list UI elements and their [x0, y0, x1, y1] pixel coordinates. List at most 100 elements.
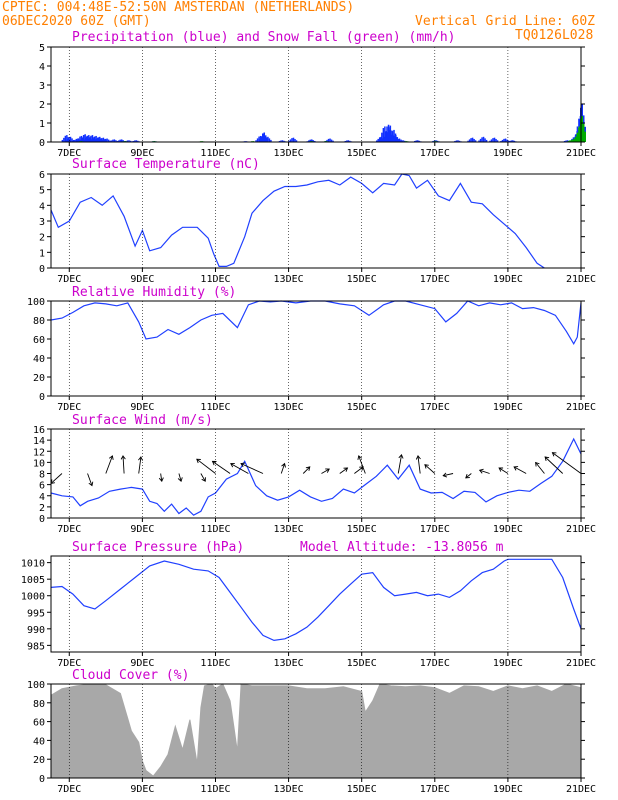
- humidity-frame: [50, 300, 582, 397]
- precip-bar: [392, 137, 394, 142]
- precip-bar: [101, 140, 104, 142]
- wind-arrow-head: [158, 477, 164, 483]
- precip-bar: [110, 140, 113, 142]
- precip-panel: Precipitation (blue) and Snow Fall (gree…: [39, 30, 596, 159]
- precip-bar: [381, 132, 383, 142]
- precip-bar: [88, 137, 91, 142]
- precip-bar: [64, 135, 67, 142]
- precip-bar: [267, 136, 269, 142]
- x-tick-label: 9DEC: [130, 274, 154, 285]
- snow-bar: [575, 137, 577, 142]
- precip-bar: [309, 139, 312, 142]
- precip-bar: [280, 140, 282, 142]
- precip-data: [61, 104, 586, 142]
- precip-bar: [417, 140, 419, 142]
- y-tick-label: 2: [39, 100, 45, 111]
- precip-bar: [104, 138, 107, 142]
- precip-bar: [388, 127, 390, 142]
- wind-arrow: [443, 473, 454, 477]
- precip-bar: [565, 140, 567, 142]
- precip-bar: [134, 140, 136, 142]
- snow-bar: [577, 134, 579, 142]
- wind-arrow: [196, 458, 216, 474]
- precip-bar: [259, 139, 261, 142]
- wind-arrow-head: [478, 468, 484, 474]
- precip-bar: [506, 139, 508, 142]
- x-tick-label: 13DEC: [274, 274, 304, 285]
- x-tick-label: 19DEC: [493, 274, 523, 285]
- x-tick-label: 13DEC: [274, 784, 304, 795]
- wind-arrow-head: [415, 455, 421, 460]
- x-tick-label: 15DEC: [347, 524, 377, 535]
- wind-arrow-head: [343, 467, 349, 472]
- x-tick-label: 9DEC: [130, 784, 154, 795]
- precip-bar: [379, 137, 382, 142]
- precip-bar: [63, 137, 65, 142]
- precip-grid: [47, 46, 585, 143]
- snow-bar: [567, 140, 570, 142]
- y-tick-label: 60: [33, 335, 45, 346]
- y-tick-label: 12: [33, 447, 45, 458]
- precip-bar: [383, 136, 385, 142]
- y-tick-label: 3: [39, 217, 45, 228]
- wind-arrow-head: [177, 477, 183, 483]
- precip-bar: [388, 138, 391, 142]
- humidity-title: Relative Humidity (%): [72, 285, 236, 300]
- wind-arrow-head: [138, 456, 144, 461]
- wind-arrow: [397, 454, 402, 474]
- wind-arrow: [465, 473, 472, 479]
- x-tick-label: 19DEC: [493, 658, 523, 669]
- precip-bar: [395, 139, 398, 142]
- precip-bar: [394, 140, 396, 142]
- y-tick-label: 20: [33, 373, 45, 384]
- temperature-panel: Surface Temperature (nC) 7DEC 9DEC 11DEC 13D…: [39, 157, 596, 285]
- humidity-data: [50, 300, 582, 346]
- precip-bar: [288, 140, 290, 142]
- x-tick-label: 15DEC: [347, 274, 377, 285]
- x-tick-label: 11DEC: [200, 148, 230, 159]
- precip-bar: [377, 138, 379, 142]
- precip-bar: [329, 138, 331, 142]
- x-tick-label: 15DEC: [347, 148, 377, 159]
- precip-bar: [112, 139, 114, 142]
- precip-bar: [66, 138, 69, 142]
- precip-bar: [385, 137, 387, 142]
- precip-bar: [82, 135, 85, 142]
- wind-arrow-head: [196, 458, 201, 464]
- x-tick-label: 19DEC: [493, 524, 523, 535]
- precip-bar: [485, 139, 488, 142]
- precip-bar: [85, 137, 87, 142]
- snow-bar: [584, 131, 586, 142]
- precip-bar: [295, 140, 298, 142]
- precip-bar: [262, 133, 264, 142]
- precip-bar: [390, 139, 393, 142]
- temperature-grid: [47, 173, 585, 269]
- wind-arrow: [544, 456, 564, 474]
- temperature-y-labels: 0 1 2 3 4 5 6: [39, 170, 45, 275]
- wind-arrow-head: [357, 455, 363, 460]
- x-tick-label: 21DEC: [566, 658, 596, 669]
- precip-bar: [255, 140, 257, 142]
- wind-arrow-head: [230, 462, 235, 468]
- temperature-title: Surface Temperature (nC): [72, 157, 260, 172]
- x-tick-label: 13DEC: [274, 148, 304, 159]
- precip-bar: [474, 140, 477, 142]
- precip-bar: [478, 140, 480, 142]
- precip-bar: [92, 138, 94, 142]
- wind-arrow-head: [201, 477, 206, 482]
- precip-bar: [393, 135, 396, 142]
- wind-arrow-head: [498, 467, 504, 472]
- wind-arrow-head: [305, 466, 311, 471]
- x-tick-label: 15DEC: [347, 402, 377, 413]
- precip-bar: [386, 132, 389, 142]
- precip-bar: [263, 132, 265, 142]
- x-tick-label: 9DEC: [130, 148, 154, 159]
- wind-panel: Surface Wind (m/s) 7DEC 9DEC 11DEC 13DEC 15DE…: [33, 413, 596, 535]
- model-id: TQ0126L028: [515, 28, 593, 43]
- wind-arrow-head: [398, 453, 404, 459]
- y-tick-label: 2: [39, 503, 45, 514]
- precip-bar: [137, 140, 139, 142]
- precip-bar: [484, 138, 486, 142]
- precip-bar: [482, 136, 485, 142]
